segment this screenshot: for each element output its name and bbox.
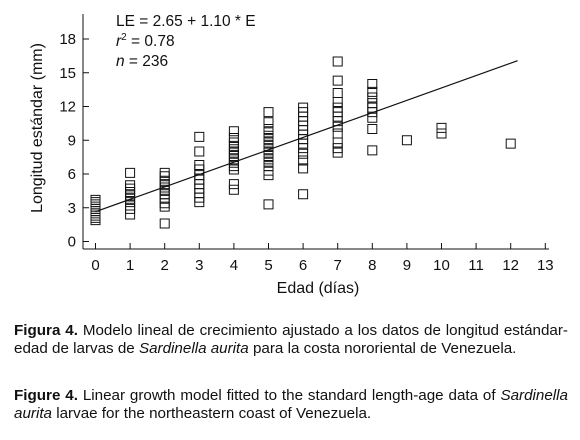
data-point <box>125 183 136 194</box>
x-tick-label: 12 <box>502 257 519 274</box>
data-point <box>228 133 239 143</box>
x-tick-label: 1 <box>126 257 134 274</box>
data-point <box>228 164 239 175</box>
caption-text-english-end: larvae for the northeastern coast of Ven… <box>52 405 372 423</box>
y-tick-label: 15 <box>59 65 76 82</box>
data-point <box>367 98 378 109</box>
x-tick-label: 4 <box>230 257 238 274</box>
y-tick-label: 18 <box>59 31 76 48</box>
x-tick-label: 2 <box>161 257 169 274</box>
data-point <box>228 144 239 155</box>
data-point <box>194 131 205 142</box>
data-point <box>263 117 274 128</box>
data-point <box>367 124 378 134</box>
data-point <box>367 79 378 89</box>
data-point <box>263 134 274 145</box>
y-tick-label: 9 <box>68 132 76 149</box>
data-point <box>332 143 343 154</box>
caption-label-english: Figure 4. <box>14 387 78 404</box>
data-point <box>125 203 136 214</box>
data-point <box>228 151 239 161</box>
data-point <box>332 56 343 67</box>
data-point <box>332 75 343 86</box>
data-point <box>125 209 136 220</box>
caption-species-spanish: Sardinella aurita <box>138 340 249 358</box>
data-point <box>263 154 274 165</box>
data-point <box>367 112 378 123</box>
y-tick-label: 0 <box>68 234 76 251</box>
caption-text-spanish: Modelo lineal de crecimiento ajustado a … <box>14 322 568 358</box>
data-point <box>505 138 516 149</box>
data-point <box>298 102 309 113</box>
caption-text-spanish-end: para la costa nororiental de Venezuela. <box>248 340 517 358</box>
data-point <box>332 97 343 107</box>
data-point <box>263 124 274 134</box>
x-axis-label: Edad (días) <box>277 280 360 297</box>
n-annotation: n = 236 <box>116 53 168 70</box>
data-point <box>367 86 378 97</box>
x-tick-label: 9 <box>403 257 411 274</box>
data-point <box>228 184 239 195</box>
data-point <box>125 187 136 197</box>
x-tick-label: 3 <box>195 257 203 274</box>
data-point <box>194 146 205 157</box>
data-point <box>159 218 170 229</box>
data-point <box>298 189 309 200</box>
data-point <box>367 92 378 103</box>
data-point <box>228 179 239 190</box>
data-point <box>228 126 239 137</box>
caption-species-english: Sardinella aurita <box>14 387 568 423</box>
y-axis-ticks: 0 3 6 9 12 15 18 <box>59 31 89 251</box>
y-tick-label: 12 <box>59 99 76 116</box>
data-point <box>159 167 170 178</box>
data-point <box>125 200 136 211</box>
caption-text-english: Linear growth model fitted to the standa… <box>77 387 501 404</box>
data-point <box>194 170 205 181</box>
x-tick-label: 10 <box>433 257 450 274</box>
x-tick-label: 7 <box>334 257 342 274</box>
data-point <box>298 155 309 166</box>
r2-annotation: r2 = 0.78 <box>116 32 175 50</box>
data-point <box>298 148 309 159</box>
data-point <box>263 151 274 161</box>
data-point <box>228 147 239 158</box>
caption-label-spanish: Figura 4. <box>14 322 78 339</box>
data-point <box>332 102 343 113</box>
y-tick-label: 3 <box>68 200 76 217</box>
regression-line <box>95 60 518 213</box>
y-axis-label: Longitud estándar (mm) <box>29 43 46 213</box>
x-tick-label: 8 <box>368 257 376 274</box>
data-point <box>263 137 274 148</box>
x-tick-label: 6 <box>299 257 307 274</box>
x-tick-label: 0 <box>91 257 99 274</box>
data-point <box>436 122 447 133</box>
data-point <box>125 180 136 191</box>
x-tick-label: 11 <box>468 257 484 274</box>
data-point <box>367 145 378 156</box>
data-point <box>332 128 343 139</box>
x-tick-label: 13 <box>537 257 554 274</box>
y-tick-label: 6 <box>68 166 76 183</box>
data-point <box>401 135 412 146</box>
data-point <box>263 107 274 118</box>
data-points <box>90 56 516 229</box>
equation-annotation: LE = 2.65 + 1.10 * E <box>116 13 256 30</box>
data-point <box>263 130 274 141</box>
data-point <box>436 128 447 139</box>
data-point <box>90 194 101 205</box>
data-point <box>332 137 343 148</box>
figure-caption-spanish: Figura 4. Modelo lineal de crecimiento a… <box>14 322 568 359</box>
data-point <box>194 160 205 170</box>
data-point <box>298 163 309 174</box>
data-point <box>263 199 274 210</box>
x-tick-label: 5 <box>264 257 272 274</box>
figure-caption-english: Figure 4. Linear growth model fitted to … <box>14 387 568 424</box>
data-point <box>263 127 274 138</box>
x-axis-ticks: 0 1 2 3 4 5 6 7 8 9 10 11 12 13 <box>91 243 554 274</box>
data-point <box>332 88 343 98</box>
data-point <box>125 167 136 178</box>
